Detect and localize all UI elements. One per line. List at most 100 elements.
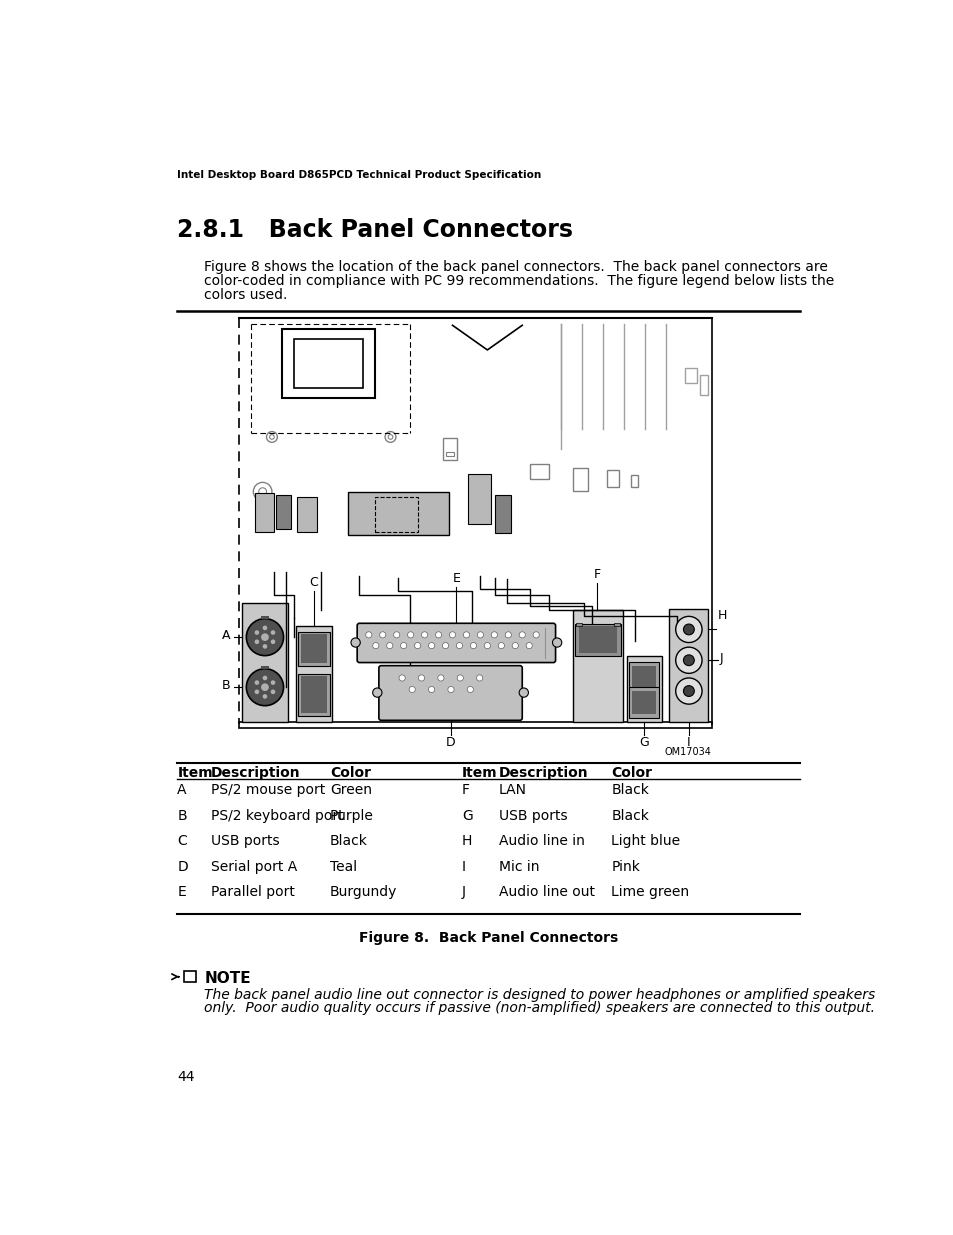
- Bar: [626, 656, 661, 721]
- FancyBboxPatch shape: [356, 624, 555, 662]
- Circle shape: [675, 616, 701, 642]
- Circle shape: [682, 685, 694, 697]
- Circle shape: [394, 632, 399, 638]
- Text: B: B: [222, 679, 231, 692]
- Circle shape: [253, 483, 272, 501]
- Bar: [261, 666, 269, 669]
- Circle shape: [682, 655, 694, 666]
- Text: I: I: [461, 860, 465, 873]
- Bar: [275, 495, 291, 530]
- Circle shape: [407, 632, 414, 638]
- Circle shape: [428, 687, 435, 693]
- Text: Description: Description: [498, 766, 588, 779]
- Text: G: G: [461, 809, 472, 823]
- Circle shape: [270, 435, 274, 440]
- Circle shape: [266, 431, 277, 442]
- Bar: [575, 624, 620, 656]
- Text: F: F: [461, 783, 469, 798]
- Circle shape: [447, 687, 454, 693]
- Bar: [632, 692, 656, 714]
- Text: NOTE: NOTE: [204, 972, 251, 987]
- Circle shape: [246, 668, 283, 705]
- Circle shape: [682, 624, 694, 635]
- Bar: [495, 495, 510, 534]
- Bar: [348, 493, 448, 535]
- Circle shape: [351, 638, 360, 647]
- Text: The back panel audio line out connector is designed to power headphones or ampli: The back panel audio line out connector …: [204, 988, 875, 1003]
- Text: PS/2 mouse port: PS/2 mouse port: [211, 783, 325, 798]
- Text: Description: Description: [211, 766, 300, 779]
- Text: Color: Color: [330, 766, 371, 779]
- Circle shape: [428, 642, 435, 648]
- Bar: [446, 452, 454, 456]
- Text: J: J: [720, 652, 722, 666]
- Text: Figure 8 shows the location of the back panel connectors.  The back panel connec: Figure 8 shows the location of the back …: [204, 259, 827, 274]
- Circle shape: [491, 632, 497, 638]
- Circle shape: [518, 632, 525, 638]
- Circle shape: [470, 642, 476, 648]
- Circle shape: [518, 688, 528, 698]
- Text: I: I: [686, 736, 690, 750]
- Text: Black: Black: [611, 809, 649, 823]
- Circle shape: [435, 632, 441, 638]
- Text: Lime green: Lime green: [611, 885, 689, 899]
- Text: D: D: [446, 736, 456, 750]
- Circle shape: [675, 647, 701, 673]
- Bar: [630, 475, 638, 487]
- Circle shape: [271, 630, 275, 635]
- Circle shape: [456, 642, 462, 648]
- Circle shape: [442, 642, 448, 648]
- Circle shape: [437, 674, 443, 680]
- Circle shape: [675, 678, 701, 704]
- Circle shape: [463, 632, 469, 638]
- Circle shape: [552, 638, 561, 647]
- Circle shape: [512, 642, 517, 648]
- Text: A: A: [177, 783, 187, 798]
- Text: Intel Desktop Board D865PCD Technical Product Specification: Intel Desktop Board D865PCD Technical Pr…: [177, 169, 541, 180]
- Bar: [530, 464, 549, 479]
- Bar: [575, 622, 581, 626]
- Circle shape: [271, 680, 275, 685]
- Text: G: G: [639, 736, 648, 750]
- Circle shape: [385, 431, 395, 442]
- Text: USB ports: USB ports: [498, 809, 567, 823]
- Bar: [301, 677, 327, 713]
- Bar: [632, 666, 656, 689]
- Circle shape: [254, 680, 259, 685]
- Text: Item: Item: [177, 766, 213, 779]
- FancyBboxPatch shape: [378, 666, 521, 720]
- Circle shape: [254, 689, 259, 694]
- Bar: [254, 493, 274, 531]
- Bar: [613, 622, 619, 626]
- Circle shape: [476, 632, 483, 638]
- Circle shape: [484, 642, 490, 648]
- Bar: [239, 721, 711, 727]
- Text: OM17034: OM17034: [664, 747, 711, 757]
- Text: Black: Black: [330, 835, 368, 848]
- Bar: [700, 375, 707, 395]
- Circle shape: [262, 626, 267, 630]
- Circle shape: [379, 632, 385, 638]
- Circle shape: [258, 488, 266, 495]
- Text: colors used.: colors used.: [204, 288, 288, 301]
- Bar: [282, 330, 375, 399]
- Text: Audio line out: Audio line out: [498, 885, 595, 899]
- Circle shape: [409, 687, 415, 693]
- Circle shape: [415, 642, 420, 648]
- Text: Burgundy: Burgundy: [330, 885, 397, 899]
- Bar: [375, 496, 417, 531]
- Circle shape: [505, 632, 511, 638]
- Text: PS/2 keyboard port: PS/2 keyboard port: [211, 809, 343, 823]
- Circle shape: [262, 694, 267, 699]
- Text: Figure 8.  Back Panel Connectors: Figure 8. Back Panel Connectors: [359, 931, 618, 945]
- Bar: [578, 626, 617, 652]
- Text: 2.8.1   Back Panel Connectors: 2.8.1 Back Panel Connectors: [177, 217, 573, 242]
- Text: F: F: [593, 568, 600, 580]
- Circle shape: [271, 640, 275, 645]
- Circle shape: [254, 630, 259, 635]
- Circle shape: [467, 687, 473, 693]
- Bar: [468, 474, 491, 524]
- Bar: [669, 609, 707, 721]
- Text: Parallel port: Parallel port: [211, 885, 294, 899]
- Text: H: H: [461, 835, 472, 848]
